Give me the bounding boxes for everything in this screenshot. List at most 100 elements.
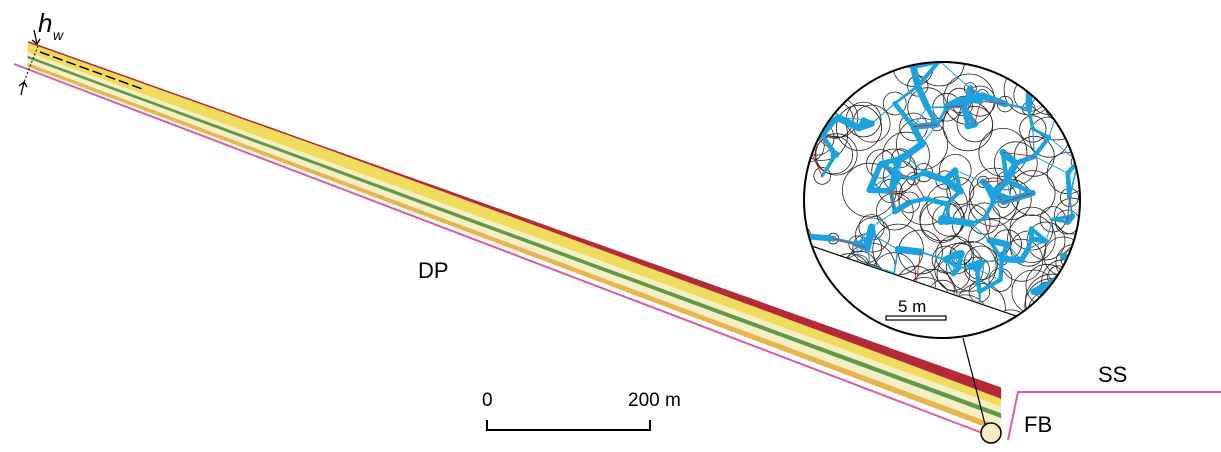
force-chain	[1056, 109, 1057, 113]
force-chain	[1062, 60, 1073, 67]
hw-subscript: w	[53, 27, 64, 43]
weak-contact	[843, 301, 846, 324]
force-chain	[1052, 301, 1059, 305]
force-chain	[898, 249, 920, 252]
force-chain	[1063, 278, 1072, 282]
force-chain	[1070, 259, 1074, 262]
weak-contact	[1058, 67, 1073, 75]
force-chain	[813, 279, 822, 280]
force-chain	[813, 84, 831, 86]
force-chain	[1050, 92, 1056, 110]
weak-contact	[813, 79, 835, 87]
force-chain	[800, 279, 812, 298]
force-chain	[1052, 301, 1059, 305]
weak-contact	[1052, 305, 1059, 314]
force-chain	[831, 322, 843, 324]
force-chain	[857, 61, 890, 68]
weak-contact	[1061, 319, 1070, 332]
force-chain	[811, 87, 813, 99]
force-chain	[1059, 67, 1073, 75]
force-chain	[830, 321, 832, 322]
force-chain	[831, 322, 843, 324]
force-chain	[830, 321, 844, 324]
force-chain	[1063, 278, 1072, 282]
force-chain	[1059, 76, 1083, 82]
particle	[1041, 299, 1081, 339]
force-chain	[1070, 257, 1077, 259]
zoom-scale-bar	[886, 316, 946, 320]
weak-contact	[1048, 332, 1070, 333]
force-chain	[1059, 60, 1062, 75]
force-chain	[803, 131, 817, 138]
force-chain	[849, 67, 856, 83]
force-chain	[1059, 60, 1062, 75]
force-chain	[800, 236, 833, 239]
particle	[804, 92, 818, 106]
weak-contact	[803, 131, 822, 135]
force-chain	[1036, 72, 1058, 75]
particle	[1069, 67, 1097, 95]
force-chain	[977, 269, 979, 291]
force-chain	[835, 79, 849, 82]
force-chain	[1002, 259, 1022, 260]
force-chain	[800, 279, 814, 298]
particle	[1037, 322, 1059, 344]
force-chain	[993, 193, 995, 202]
weak-contact	[813, 79, 835, 87]
force-chain	[1050, 93, 1056, 109]
particle	[1050, 295, 1068, 313]
hw-arrow	[19, 82, 27, 95]
force-chain	[913, 66, 918, 86]
weak-contact	[803, 131, 822, 135]
force-chain	[869, 190, 890, 191]
force-chain	[1068, 173, 1070, 197]
force-chain	[1030, 93, 1050, 95]
force-chain	[1058, 60, 1062, 75]
force-chain	[1073, 67, 1083, 81]
hw-label: h	[38, 8, 52, 38]
force-chain	[1059, 305, 1061, 320]
force-chain	[849, 68, 857, 82]
force-chain	[1052, 305, 1059, 306]
force-chain	[800, 279, 812, 298]
force-chain	[1070, 259, 1074, 262]
force-chain	[1059, 277, 1064, 282]
weak-contact	[1058, 67, 1073, 75]
particle	[1026, 62, 1046, 82]
force-chain	[1029, 72, 1036, 90]
particle	[838, 49, 873, 84]
force-chain	[1052, 314, 1061, 320]
force-chain	[831, 79, 835, 84]
force-chain	[1050, 93, 1056, 114]
force-chain	[1062, 60, 1073, 67]
fb-label: FB	[1024, 412, 1052, 437]
zoom-scale-label: 5 m	[898, 297, 926, 316]
force-chain	[803, 131, 807, 145]
force-chain	[803, 131, 807, 145]
force-chain	[856, 67, 857, 69]
force-chain	[831, 82, 849, 84]
weak-contact	[1050, 75, 1058, 92]
force-chain	[1058, 75, 1059, 76]
particle	[1025, 279, 1079, 333]
particle	[1038, 55, 1078, 95]
particle	[838, 71, 860, 93]
particle	[828, 72, 841, 85]
force-chain	[831, 79, 835, 84]
force-chain	[803, 131, 817, 138]
force-chain	[849, 68, 857, 82]
particle	[1055, 53, 1071, 69]
force-chain	[1058, 60, 1062, 75]
force-chain	[949, 220, 971, 223]
force-chain	[835, 79, 849, 82]
force-chain	[856, 61, 890, 66]
force-chain	[1059, 277, 1072, 278]
weak-contact	[1072, 263, 1074, 278]
particle	[1046, 63, 1072, 89]
force-chain	[1059, 67, 1073, 75]
force-chain	[1059, 277, 1072, 278]
force-chain	[1061, 319, 1070, 332]
force-chain	[1048, 332, 1070, 333]
